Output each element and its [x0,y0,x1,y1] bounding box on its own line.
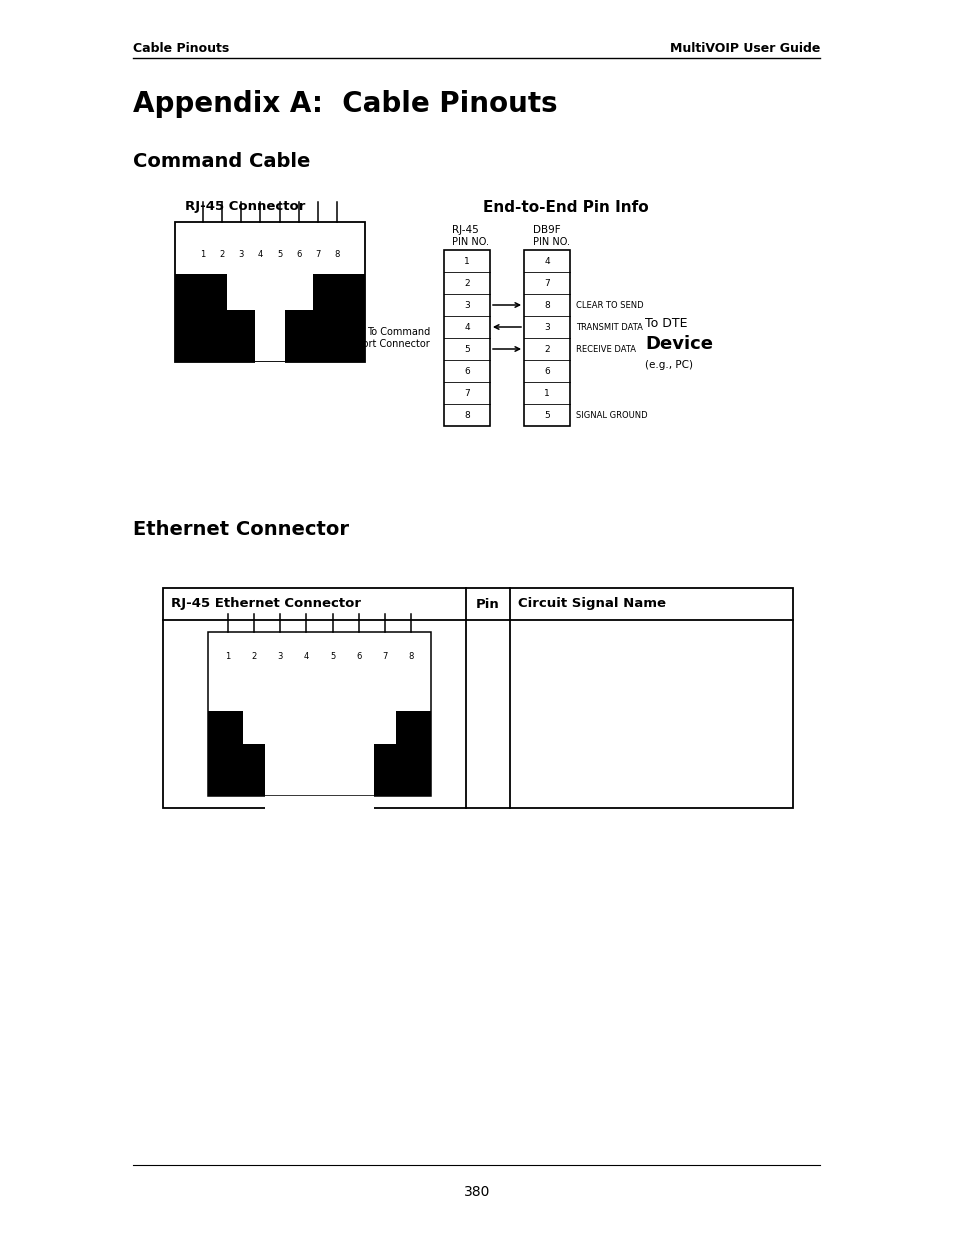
Text: 3: 3 [277,652,283,661]
Text: 8: 8 [408,652,414,661]
Text: SIGNAL GROUND: SIGNAL GROUND [576,410,647,420]
Text: RJ-45: RJ-45 [452,225,478,235]
Text: 4: 4 [303,652,309,661]
Text: 7: 7 [382,652,387,661]
Bar [523,249,569,426]
Text: Appendix A:  Cable Pinouts: Appendix A: Cable Pinouts [132,90,558,119]
Text: 7: 7 [464,389,470,398]
Bar [174,222,365,362]
Bar [163,588,792,808]
Text: To Command
Port Connector: To Command Port Connector [356,327,430,348]
Text: PIN NO.: PIN NO. [452,237,489,247]
Bar [208,632,431,797]
Text: 3: 3 [543,322,549,331]
Text: End-to-End Pin Info: End-to-End Pin Info [482,200,648,215]
Bar [285,310,313,362]
Text: Cable Pinouts: Cable Pinouts [132,42,229,56]
Text: RJ-45 Connector: RJ-45 Connector [185,200,305,212]
Text: Pin: Pin [476,598,499,610]
Text: 6: 6 [464,367,470,375]
Text: RJ-45 Ethernet Connector: RJ-45 Ethernet Connector [171,598,360,610]
Text: 6: 6 [295,249,301,259]
Text: 4: 4 [257,249,263,259]
Text: 1: 1 [200,249,206,259]
Text: 2: 2 [252,652,256,661]
Bar [265,797,374,848]
Text: 6: 6 [355,652,361,661]
Text: 1: 1 [543,389,549,398]
Text: 5: 5 [330,652,335,661]
Text: 8: 8 [543,300,549,310]
Bar [313,274,365,362]
Text: TRANSMIT DATA: TRANSMIT DATA [576,322,642,331]
Text: 8: 8 [464,410,470,420]
Text: 5: 5 [543,410,549,420]
Text: 2: 2 [219,249,225,259]
Text: 4: 4 [464,322,469,331]
Text: Command Cable: Command Cable [132,152,310,170]
Text: Circuit Signal Name: Circuit Signal Name [517,598,665,610]
Bar [395,711,431,797]
Text: 8: 8 [334,249,339,259]
Bar [254,362,285,414]
Text: 7: 7 [543,279,549,288]
Text: 4: 4 [543,257,549,266]
Bar [208,711,243,797]
Text: 1: 1 [464,257,470,266]
Text: 380: 380 [463,1186,490,1199]
Text: 6: 6 [543,367,549,375]
Text: Device: Device [644,335,712,353]
Bar [243,743,265,797]
Bar [443,249,490,426]
Text: MultiVOIP User Guide: MultiVOIP User Guide [669,42,820,56]
Text: Ethernet Connector: Ethernet Connector [132,520,349,538]
Bar [374,743,395,797]
Text: To DTE: To DTE [644,317,687,330]
Text: 7: 7 [314,249,320,259]
Text: 2: 2 [464,279,469,288]
Text: 2: 2 [543,345,549,353]
Text: (e.g., PC): (e.g., PC) [644,359,692,370]
Text: 1: 1 [225,652,231,661]
Text: PIN NO.: PIN NO. [533,237,569,247]
Text: 5: 5 [464,345,470,353]
Text: RECEIVE DATA: RECEIVE DATA [576,345,636,353]
Text: CLEAR TO SEND: CLEAR TO SEND [576,300,643,310]
Bar [174,274,227,362]
Text: 3: 3 [238,249,244,259]
Bar [227,310,254,362]
Text: 3: 3 [464,300,470,310]
Text: DB9F: DB9F [533,225,560,235]
Text: 5: 5 [276,249,282,259]
